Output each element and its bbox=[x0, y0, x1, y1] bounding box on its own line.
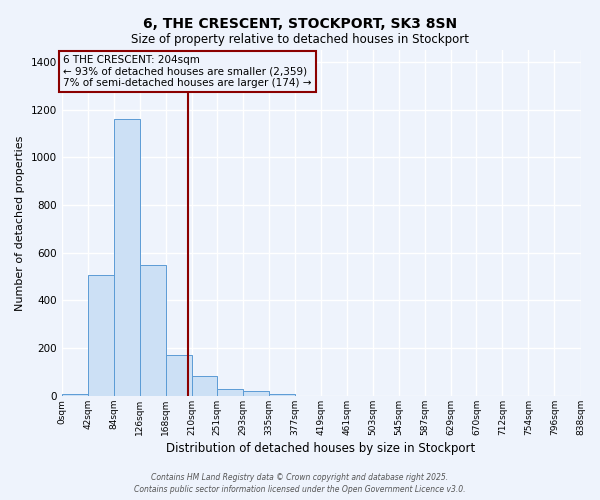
Bar bbox=[243, 391, 269, 396]
Text: Size of property relative to detached houses in Stockport: Size of property relative to detached ho… bbox=[131, 32, 469, 46]
Bar bbox=[62, 394, 88, 396]
Bar bbox=[88, 275, 113, 396]
Bar bbox=[269, 394, 295, 396]
Bar bbox=[140, 266, 166, 396]
Y-axis label: Number of detached properties: Number of detached properties bbox=[15, 136, 25, 310]
Bar bbox=[166, 356, 191, 396]
Text: Contains HM Land Registry data © Crown copyright and database right 2025.
Contai: Contains HM Land Registry data © Crown c… bbox=[134, 472, 466, 494]
Bar bbox=[217, 388, 243, 396]
Bar bbox=[191, 376, 217, 396]
Text: 6 THE CRESCENT: 204sqm
← 93% of detached houses are smaller (2,359)
7% of semi-d: 6 THE CRESCENT: 204sqm ← 93% of detached… bbox=[63, 55, 311, 88]
Bar bbox=[113, 119, 140, 396]
X-axis label: Distribution of detached houses by size in Stockport: Distribution of detached houses by size … bbox=[166, 442, 476, 455]
Text: 6, THE CRESCENT, STOCKPORT, SK3 8SN: 6, THE CRESCENT, STOCKPORT, SK3 8SN bbox=[143, 18, 457, 32]
